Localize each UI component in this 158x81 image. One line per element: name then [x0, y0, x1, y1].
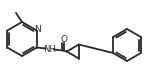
Text: NH: NH [43, 45, 56, 54]
Text: N: N [34, 26, 40, 35]
Text: O: O [60, 35, 67, 44]
